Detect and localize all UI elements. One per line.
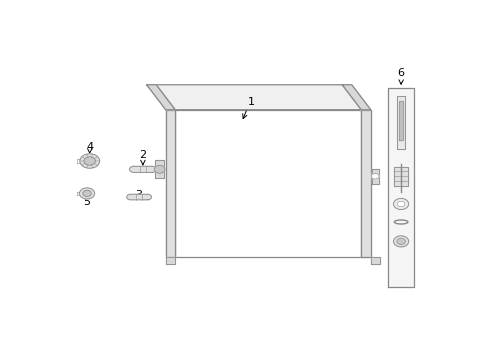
Bar	[134, 166, 152, 172]
Text: 5: 5	[84, 197, 91, 207]
Ellipse shape	[148, 166, 156, 172]
Ellipse shape	[129, 166, 138, 172]
Polygon shape	[130, 166, 156, 172]
Polygon shape	[371, 257, 380, 264]
Circle shape	[371, 174, 379, 179]
Circle shape	[393, 198, 409, 210]
Circle shape	[84, 157, 96, 165]
Polygon shape	[155, 160, 164, 178]
Text: 6: 6	[397, 68, 405, 78]
Polygon shape	[175, 110, 361, 257]
Polygon shape	[156, 85, 361, 110]
Circle shape	[83, 190, 91, 197]
Polygon shape	[399, 102, 403, 140]
Text: 2: 2	[139, 150, 147, 160]
Circle shape	[154, 166, 165, 173]
Text: 3: 3	[136, 190, 143, 200]
Text: 1: 1	[247, 97, 255, 107]
Polygon shape	[361, 110, 371, 257]
Polygon shape	[166, 110, 175, 257]
Polygon shape	[388, 87, 414, 287]
Circle shape	[80, 154, 99, 168]
Circle shape	[397, 238, 405, 244]
Circle shape	[397, 201, 405, 207]
Polygon shape	[166, 257, 175, 264]
Text: 4: 4	[86, 142, 93, 152]
Polygon shape	[147, 85, 175, 110]
Circle shape	[393, 236, 409, 247]
Polygon shape	[371, 168, 379, 184]
Polygon shape	[394, 167, 408, 186]
Circle shape	[79, 188, 95, 199]
Polygon shape	[342, 85, 371, 110]
Polygon shape	[127, 194, 151, 200]
Polygon shape	[397, 96, 405, 149]
